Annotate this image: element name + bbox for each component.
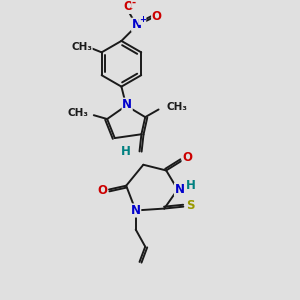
Text: O: O xyxy=(98,184,107,197)
Text: +: + xyxy=(139,16,146,25)
Text: CH₃: CH₃ xyxy=(67,108,88,118)
Text: O: O xyxy=(182,151,192,164)
Text: S: S xyxy=(186,199,194,212)
Text: N: N xyxy=(122,98,132,111)
Text: -: - xyxy=(132,0,136,8)
Text: N: N xyxy=(132,18,142,31)
Text: N: N xyxy=(175,183,184,196)
Text: O: O xyxy=(123,0,133,13)
Text: O: O xyxy=(152,10,162,22)
Text: H: H xyxy=(121,145,131,158)
Text: CH₃: CH₃ xyxy=(71,42,92,52)
Text: CH₃: CH₃ xyxy=(166,102,187,112)
Text: H: H xyxy=(186,179,196,192)
Text: N: N xyxy=(131,204,141,217)
